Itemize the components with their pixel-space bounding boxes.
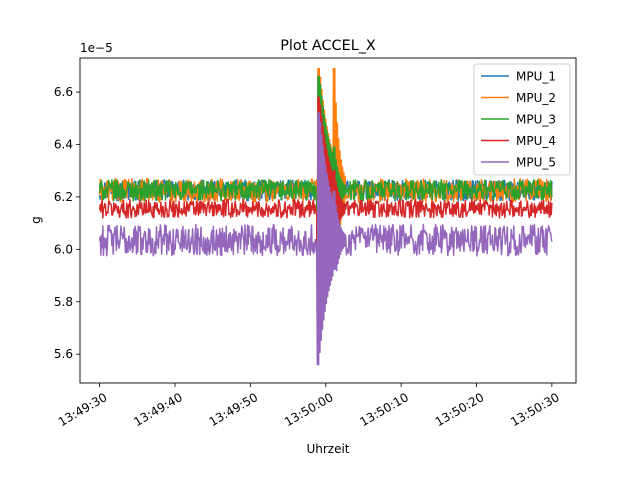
x-tick-label: 13:50:10 [357, 390, 411, 429]
legend: MPU_1 MPU_2 MPU_3 MPU_4 MPU_5 [473, 63, 571, 176]
y-tick-label: 6.4 [54, 137, 73, 151]
legend-box [473, 63, 571, 176]
legend-label: MPU_2 [516, 91, 556, 105]
chart-title: Plot ACCEL_X [280, 38, 376, 54]
y-tick-label: 5.8 [54, 295, 73, 309]
x-tick-label: 13:49:40 [131, 390, 185, 429]
y-tick-label: 6.2 [54, 190, 73, 204]
x-axis-label: Uhrzeit [306, 442, 349, 456]
y-tick-label: 6.6 [54, 85, 73, 99]
x-tick-label: 13:50:30 [508, 390, 562, 429]
x-tick-label: 13:50:20 [433, 390, 487, 429]
x-tick-label: 13:50:00 [282, 390, 336, 429]
x-axis: 13:49:30 13:49:40 13:49:50 13:50:00 13:50:10… [56, 383, 562, 429]
legend-label: MPU_3 [516, 113, 556, 127]
x-tick-label: 13:49:30 [56, 390, 110, 429]
y-axis-label: g [29, 216, 43, 224]
y-tick-label: 5.6 [54, 347, 73, 361]
x-tick-label: 13:49:50 [207, 390, 261, 429]
series-layer [98, 67, 553, 366]
legend-label: MPU_4 [516, 134, 556, 148]
series-line-mpu-4 [98, 96, 553, 308]
legend-label: MPU_5 [516, 156, 556, 170]
y-offset-label: 1e−5 [80, 41, 113, 55]
y-axis: 5.6 5.8 6.0 6.2 6.4 6.6 [54, 85, 80, 361]
series-line-mpu-5 [98, 112, 553, 366]
series-line-mpu-3 [98, 75, 553, 298]
y-tick-label: 6.0 [54, 242, 73, 256]
plot-area-frame [79, 57, 577, 384]
legend-label: MPU_1 [516, 70, 556, 84]
